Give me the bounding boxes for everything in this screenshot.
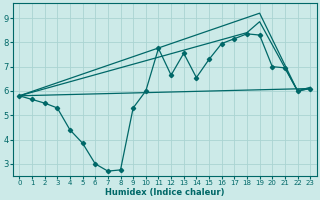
X-axis label: Humidex (Indice chaleur): Humidex (Indice chaleur) bbox=[105, 188, 225, 197]
